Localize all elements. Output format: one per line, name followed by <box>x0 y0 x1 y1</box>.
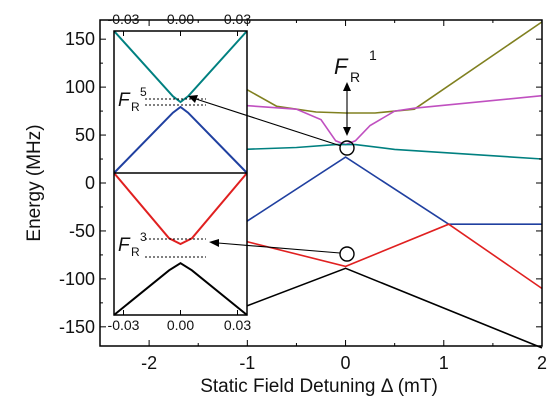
fr5-label-main: F <box>118 90 131 111</box>
y-tick-label: -100 <box>59 269 95 289</box>
fr1-label-main: F <box>334 54 349 79</box>
main-annotations: F R 1 <box>334 47 377 261</box>
series-line-3 <box>242 145 542 159</box>
x-tick-label: 1 <box>439 353 449 373</box>
x-tick-label: 0 <box>341 353 351 373</box>
x-axis-label: Static Field Detuning Δ (mT) <box>200 376 438 397</box>
fr1-label-sup: 1 <box>369 47 377 63</box>
main-plot: F R 1 -2 -1 0 1 2 -150 -100 -50 0 50 100 150 Static… <box>24 20 547 397</box>
series-line-4 <box>242 157 542 224</box>
y-tick-label: 150 <box>65 29 95 49</box>
x-tick-label: -2 <box>141 353 157 373</box>
y-tick-label: 50 <box>75 125 95 145</box>
inset-bottom-tick-label: 0.00 <box>167 317 194 333</box>
fr5-label-sub: R <box>131 100 140 114</box>
fr1-arrow-head-bottom <box>343 127 351 136</box>
y-tick-label: -150 <box>59 317 95 337</box>
inset-top-tick-label: 0.03 <box>224 11 251 27</box>
fr3-label-main: F <box>118 235 131 256</box>
crossing-marker-upper <box>340 141 354 155</box>
x-tick-label: 2 <box>537 353 547 373</box>
y-tick-label: -50 <box>69 221 95 241</box>
x-tick-label: -1 <box>239 353 255 373</box>
y-axis-label: Energy (MHz) <box>24 124 45 241</box>
main-series-group <box>242 22 542 348</box>
inset-bottom-tick-label: 0.03 <box>224 317 251 333</box>
inset-top-tick-label: -0.03 <box>108 11 140 27</box>
series-line-2 <box>242 96 542 145</box>
y-tick-label: 100 <box>65 77 95 97</box>
fr1-label: F R 1 <box>334 47 377 85</box>
fr3-label-sup: 3 <box>140 230 147 244</box>
inset-top-tick-label: 0.00 <box>167 11 194 27</box>
inset-bottom-tick-label: -0.03 <box>108 317 140 333</box>
fr1-label-sub: R <box>350 69 360 85</box>
y-tick-label: 0 <box>85 173 95 193</box>
fr3-label-sub: R <box>131 245 140 259</box>
crossing-marker-lower <box>340 247 354 261</box>
inset-plot: -0.03 -0.03 0.00 0.00 0.03 0.03 F R 5 F R 3 <box>108 11 252 333</box>
series-line-5 <box>242 224 542 288</box>
series-line-6 <box>242 268 542 348</box>
fr5-label-sup: 5 <box>140 85 147 99</box>
